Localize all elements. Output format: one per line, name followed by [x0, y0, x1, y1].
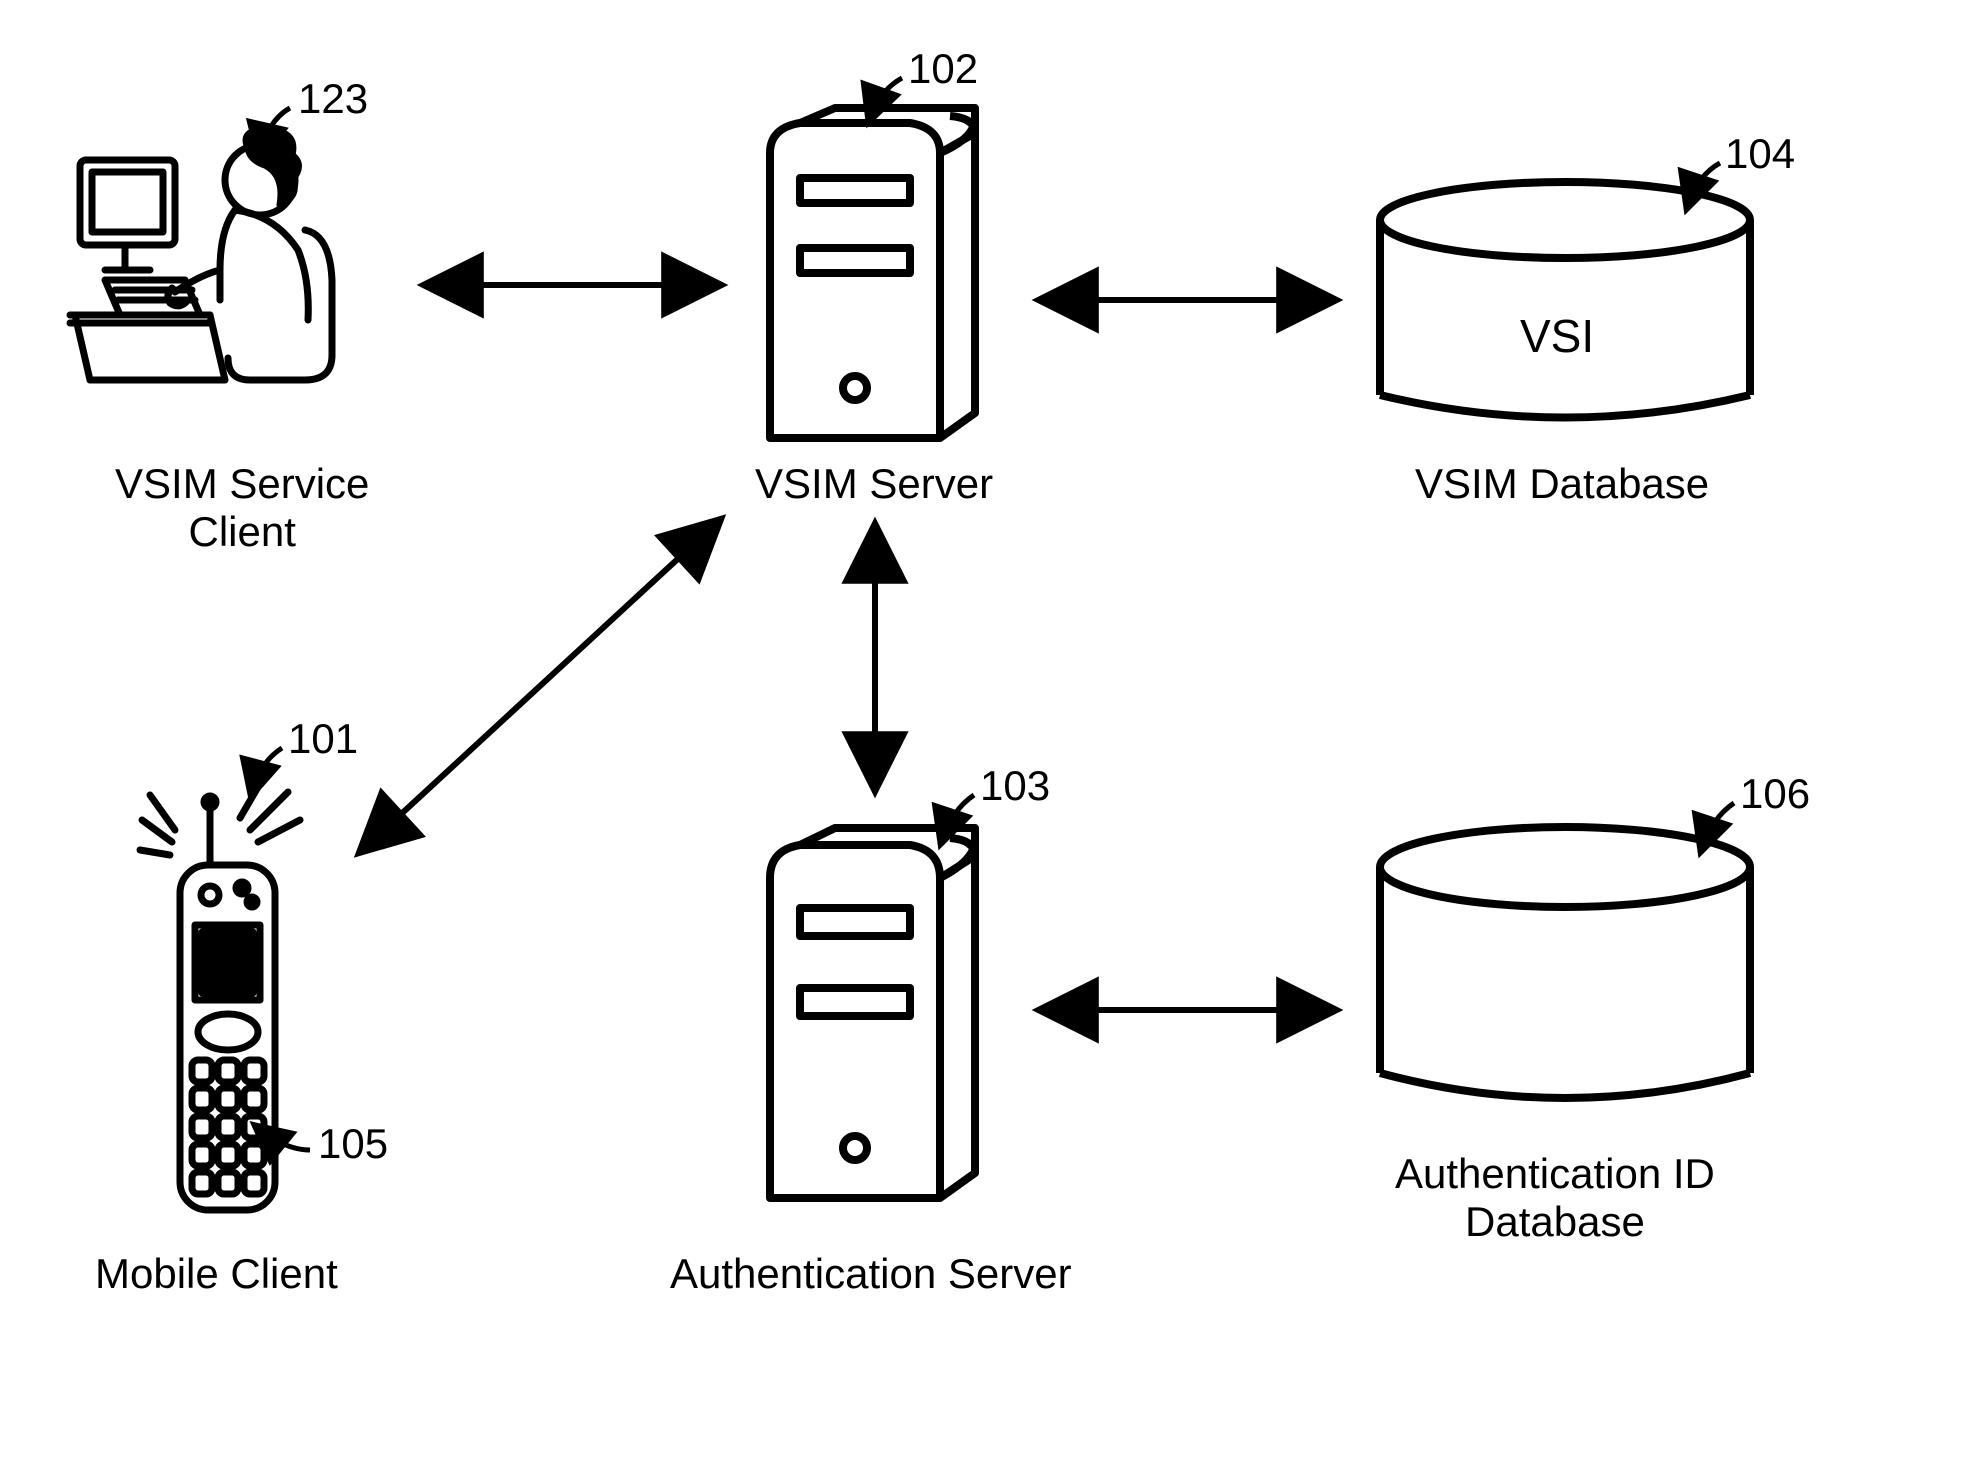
vsim-server-label: VSIM Server	[755, 460, 993, 508]
edge-mobile-server	[360, 520, 720, 852]
ref-103: 103	[980, 762, 1050, 810]
vsim-service-client-label: VSIM Service Client	[115, 460, 369, 557]
diagram-canvas: VSI	[0, 0, 1964, 1477]
ref-arrow-103	[942, 795, 974, 840]
ref-106: 106	[1740, 770, 1810, 818]
ref-arrow-123	[260, 108, 290, 155]
ref-arrow-101	[252, 748, 282, 792]
ref-arrow-105	[258, 1128, 310, 1150]
vsim-database-label: VSIM Database	[1415, 460, 1709, 508]
ref-105: 105	[318, 1120, 388, 1168]
ref-arrow-106	[1702, 803, 1734, 848]
auth-server-label: Authentication Server	[670, 1250, 1072, 1298]
auth-db-label: Authentication ID Database	[1395, 1150, 1715, 1247]
ref-104: 104	[1725, 130, 1795, 178]
ref-102: 102	[908, 45, 978, 93]
mobile-client-label: Mobile Client	[95, 1250, 338, 1298]
ref-arrow-104	[1688, 163, 1720, 205]
ref-101: 101	[288, 715, 358, 763]
ref-123: 123	[298, 75, 368, 123]
ref-arrow-102	[870, 78, 902, 118]
